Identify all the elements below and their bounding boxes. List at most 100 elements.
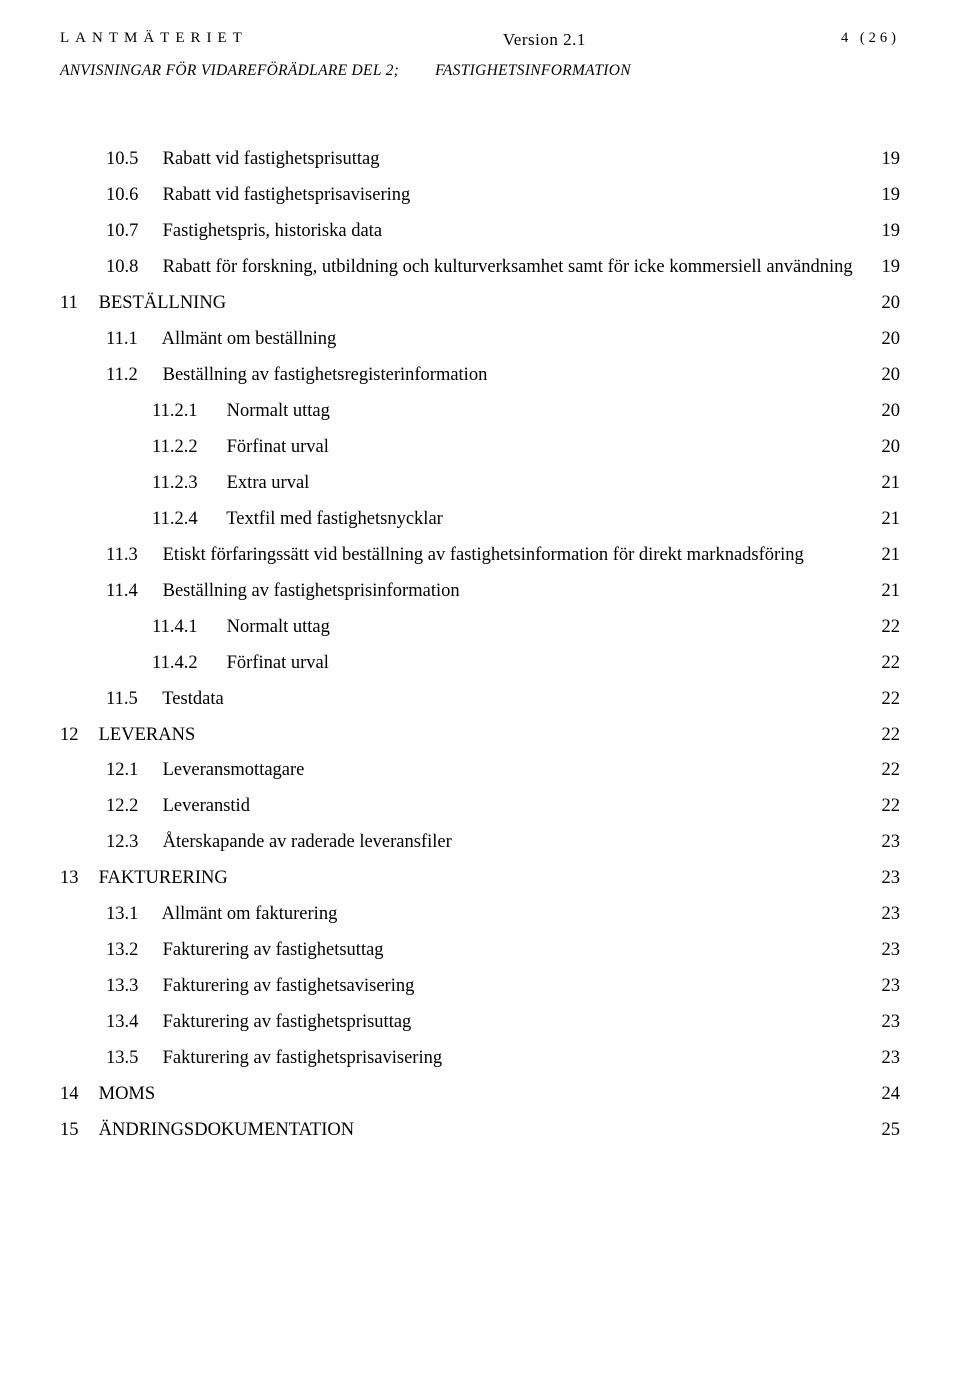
toc-entry: 13.4 Fakturering av fastighetsprisuttag2… (60, 1013, 900, 1033)
toc-entry-label: 10.6 Rabatt vid fastighetsprisavisering (60, 186, 882, 206)
toc-entry-page: 22 (882, 690, 901, 710)
toc-entry-label: 11.3 Etiskt förfaringssätt vid beställni… (60, 546, 882, 566)
toc-entry-title: Fastighetspris, historiska data (163, 221, 382, 241)
toc-entry: 10.5 Rabatt vid fastighetsprisuttag19 (60, 150, 900, 170)
toc-entry-number: 14 (60, 1085, 94, 1105)
toc-entry-number: 13.1 (106, 905, 158, 925)
toc-entry: 12.3 Återskapande av raderade leveransfi… (60, 833, 900, 853)
toc-entry-label: 14 MOMS (60, 1085, 882, 1105)
toc-entry-label: 11.2.4 Textfil med fastighetsnycklar (60, 510, 882, 530)
toc-entry-page: 20 (882, 366, 901, 386)
toc-entry-label: 15 ÄNDRINGSDOKUMENTATION (60, 1121, 882, 1141)
toc-entry-page: 23 (882, 977, 901, 997)
toc-entry-label: 11.2.3 Extra urval (60, 474, 882, 494)
toc-entry: 11.4 Beställning av fastighetsprisinform… (60, 582, 900, 602)
toc-entry-page: 21 (882, 510, 901, 530)
toc-entry-page: 22 (882, 726, 901, 746)
toc-entry-title: Beställning av fastighetsregisterinforma… (163, 365, 488, 385)
toc-entry-page: 23 (882, 1049, 901, 1069)
toc-entry-page: 19 (882, 222, 901, 242)
toc-entry: 11.2.3 Extra urval21 (60, 474, 900, 494)
page-subheader: ANVISNINGAR FÖR VIDAREFÖRÄDLARE DEL 2; F… (60, 62, 900, 80)
toc-entry-title: Rabatt för forskning, utbildning och kul… (163, 257, 853, 277)
toc-entry-title: FAKTURERING (99, 868, 228, 888)
toc-entry-page: 20 (882, 402, 901, 422)
toc-entry-page: 23 (882, 833, 901, 853)
toc-entry-number: 10.5 (106, 150, 158, 170)
toc-entry-title: Beställning av fastighetsprisinformation (163, 581, 460, 601)
toc-entry-number: 11 (60, 294, 94, 314)
toc-entry-number: 11.3 (106, 546, 158, 566)
header-org: LANTMÄTERIET (60, 30, 248, 50)
toc-entry-number: 13 (60, 869, 94, 889)
document-page: LANTMÄTERIET Version 2.1 4 (26) ANVISNIN… (0, 0, 960, 1387)
toc-entry-page: 21 (882, 582, 901, 602)
toc-entry-label: 12.3 Återskapande av raderade leveransfi… (60, 833, 882, 853)
toc-entry-page: 20 (882, 294, 901, 314)
toc-entry-title: Textfil med fastighetsnycklar (226, 509, 443, 529)
toc-entry: 11.5 Testdata 22 (60, 690, 900, 710)
toc-entry-label: 11.4.1 Normalt uttag (60, 618, 882, 638)
toc-entry-label: 10.5 Rabatt vid fastighetsprisuttag (60, 150, 882, 170)
header-version: Version 2.1 (248, 30, 841, 50)
toc-entry-title: Fakturering av fastighetsuttag (163, 940, 384, 960)
toc-entry-title: Allmänt om beställning (162, 329, 337, 349)
toc-entry-title: LEVERANS (99, 725, 196, 745)
toc-entry-page: 20 (882, 330, 901, 350)
toc-entry-title: Extra urval (227, 473, 310, 493)
toc-entry: 11.4.1 Normalt uttag22 (60, 618, 900, 638)
toc-entry-page: 19 (882, 258, 901, 278)
toc-entry: 11.2 Beställning av fastighetsregisterin… (60, 366, 900, 386)
toc-entry-title: Etiskt förfaringssätt vid beställning av… (163, 545, 804, 565)
toc-entry-title: Normalt uttag (227, 401, 330, 421)
subheader-right: FASTIGHETSINFORMATION (435, 62, 631, 80)
toc-entry-title: ÄNDRINGSDOKUMENTATION (99, 1120, 354, 1140)
toc-entry-title: Testdata (162, 689, 223, 709)
page-header: LANTMÄTERIET Version 2.1 4 (26) (60, 30, 900, 50)
toc-entry-title: Leveransmottagare (163, 760, 305, 780)
toc-entry: 12.1 Leveransmottagare22 (60, 761, 900, 781)
toc-entry-label: 11.4.2 Förfinat urval (60, 654, 882, 674)
toc-entry: 14 MOMS24 (60, 1085, 900, 1105)
table-of-contents: 10.5 Rabatt vid fastighetsprisuttag1910.… (60, 150, 900, 1141)
toc-entry: 13 FAKTURERING 23 (60, 869, 900, 889)
toc-entry-page: 23 (882, 941, 901, 961)
toc-entry-number: 12.1 (106, 761, 158, 781)
toc-entry-title: Leveranstid (163, 796, 250, 816)
toc-entry: 11.2.4 Textfil med fastighetsnycklar21 (60, 510, 900, 530)
toc-entry-page: 21 (882, 546, 901, 566)
toc-entry: 11.2.1 Normalt uttag20 (60, 402, 900, 422)
toc-entry-label: 13.1 Allmänt om fakturering (60, 905, 882, 925)
toc-entry-label: 11.2 Beställning av fastighetsregisterin… (60, 366, 882, 386)
toc-entry-page: 23 (882, 905, 901, 925)
toc-entry-title: Återskapande av raderade leveransfiler (163, 832, 452, 852)
toc-entry-number: 11.1 (106, 330, 158, 350)
toc-entry-number: 10.6 (106, 186, 158, 206)
toc-entry-label: 11 BESTÄLLNING (60, 294, 882, 314)
toc-entry-label: 11.2.1 Normalt uttag (60, 402, 882, 422)
toc-entry-number: 10.7 (106, 222, 158, 242)
toc-entry-title: MOMS (99, 1084, 156, 1104)
toc-entry-number: 11.2.4 (152, 510, 222, 530)
toc-entry-number: 11.4.1 (152, 618, 222, 638)
toc-entry: 13.2 Fakturering av fastighetsuttag23 (60, 941, 900, 961)
toc-entry: 11.1 Allmänt om beställning 20 (60, 330, 900, 350)
toc-entry-page: 19 (882, 150, 901, 170)
toc-entry-number: 12.2 (106, 797, 158, 817)
toc-entry-page: 23 (882, 869, 901, 889)
toc-entry: 11 BESTÄLLNING20 (60, 294, 900, 314)
toc-entry-title: BESTÄLLNING (99, 293, 226, 313)
toc-entry-title: Förfinat urval (227, 437, 329, 457)
toc-entry: 11.4.2 Förfinat urval22 (60, 654, 900, 674)
toc-entry-number: 11.2.2 (152, 438, 222, 458)
toc-entry: 10.8 Rabatt för forskning, utbildning oc… (60, 258, 900, 278)
toc-entry-label: 13.3 Fakturering av fastighetsavisering (60, 977, 882, 997)
toc-entry: 13.3 Fakturering av fastighetsavisering2… (60, 977, 900, 997)
toc-entry-number: 11.5 (106, 690, 158, 710)
toc-entry-number: 11.2 (106, 366, 158, 386)
toc-entry: 12 LEVERANS 22 (60, 726, 900, 746)
toc-entry: 11.3 Etiskt förfaringssätt vid beställni… (60, 546, 900, 566)
toc-entry-title: Fakturering av fastighetsprisuttag (163, 1012, 412, 1032)
toc-entry-number: 12 (60, 726, 94, 746)
toc-entry-number: 10.8 (106, 258, 158, 278)
